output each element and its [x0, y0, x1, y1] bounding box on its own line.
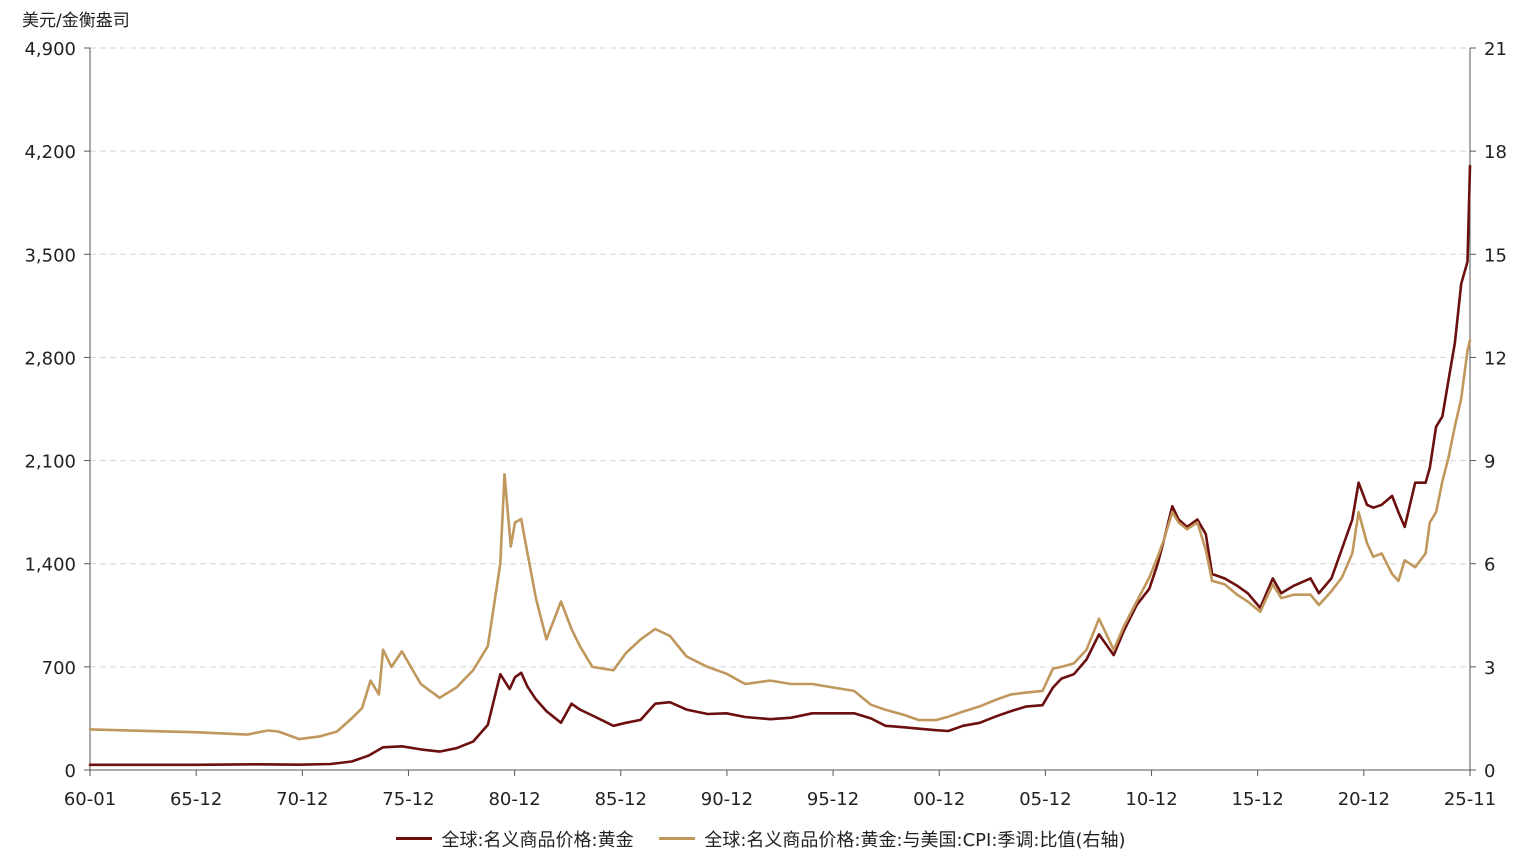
- series-lines: [88, 164, 1472, 767]
- left-axis-unit: 美元/金衡盎司: [22, 11, 130, 31]
- x-tick-label: 90-12: [701, 789, 753, 810]
- axes: [84, 47, 1476, 776]
- legend: 全球:名义商品价格:黄金 全球:名义商品价格:黄金:与美国:CPI:季调:比值(…: [0, 824, 1522, 852]
- x-tick-label: 00-12: [913, 789, 965, 810]
- x-tick-label: 70-12: [276, 789, 328, 810]
- x-tick-label: 05-12: [1019, 789, 1071, 810]
- x-tick-label: 15-12: [1232, 789, 1284, 810]
- x-tick-label: 65-12: [170, 789, 222, 810]
- legend-label: 全球:名义商品价格:黄金:与美国:CPI:季调:比值(右轴): [704, 829, 1126, 851]
- legend-swatch: [396, 837, 433, 840]
- legend-item-nominal-gold: 全球:名义商品价格:黄金: [396, 826, 634, 852]
- y-right-tick-label: 0: [1484, 761, 1495, 782]
- x-tick-label: 80-12: [488, 789, 540, 810]
- legend-item-gold-cpi-ratio: 全球:名义商品价格:黄金:与美国:CPI:季调:比值(右轴): [659, 826, 1126, 852]
- y-left-tick-label: 3,500: [24, 245, 76, 266]
- x-tick-label: 25-11: [1444, 789, 1496, 810]
- y-left-tick-label: 4,900: [24, 39, 76, 60]
- y-right-tick-label: 21: [1484, 39, 1507, 60]
- y-right-tick-label: 15: [1484, 245, 1507, 266]
- y-left-tick-label: 2,800: [24, 348, 76, 369]
- series-line-nominal-gold: [88, 164, 1472, 767]
- y-right-tick-label: 12: [1484, 348, 1507, 369]
- gold-price-line-chart: 0 0 700 3 1,400 6 2,100 9 2,800 12 3,500 15 4,200 18 4…: [24, 39, 1506, 810]
- grid-lines: [90, 47, 1470, 668]
- series-line-gold-cpi-ratio: [88, 338, 1472, 741]
- y-right-tick-label: 6: [1484, 555, 1495, 576]
- y-right-tick-label: 9: [1484, 452, 1495, 473]
- y-right-tick-label: 3: [1484, 658, 1495, 679]
- x-tick-label: 75-12: [382, 789, 434, 810]
- y-right-tick-label: 18: [1484, 142, 1507, 163]
- tick-labels: 0 0 700 3 1,400 6 2,100 9 2,800 12 3,500 15 4,200 18 4…: [24, 39, 1506, 810]
- y-left-tick-label: 700: [42, 658, 76, 679]
- legend-swatch: [659, 837, 696, 840]
- y-left-tick-label: 4,200: [24, 142, 76, 163]
- x-tick-label: 10-12: [1125, 789, 1177, 810]
- y-left-tick-label: 0: [65, 761, 76, 782]
- x-tick-label: 20-12: [1338, 789, 1390, 810]
- x-tick-label: 95-12: [807, 789, 859, 810]
- y-left-tick-label: 1,400: [24, 555, 76, 576]
- legend-label: 全球:名义商品价格:黄金: [441, 829, 634, 851]
- y-left-tick-label: 2,100: [24, 452, 76, 473]
- x-tick-label: 60-01: [64, 789, 116, 810]
- x-tick-label: 85-12: [595, 789, 647, 810]
